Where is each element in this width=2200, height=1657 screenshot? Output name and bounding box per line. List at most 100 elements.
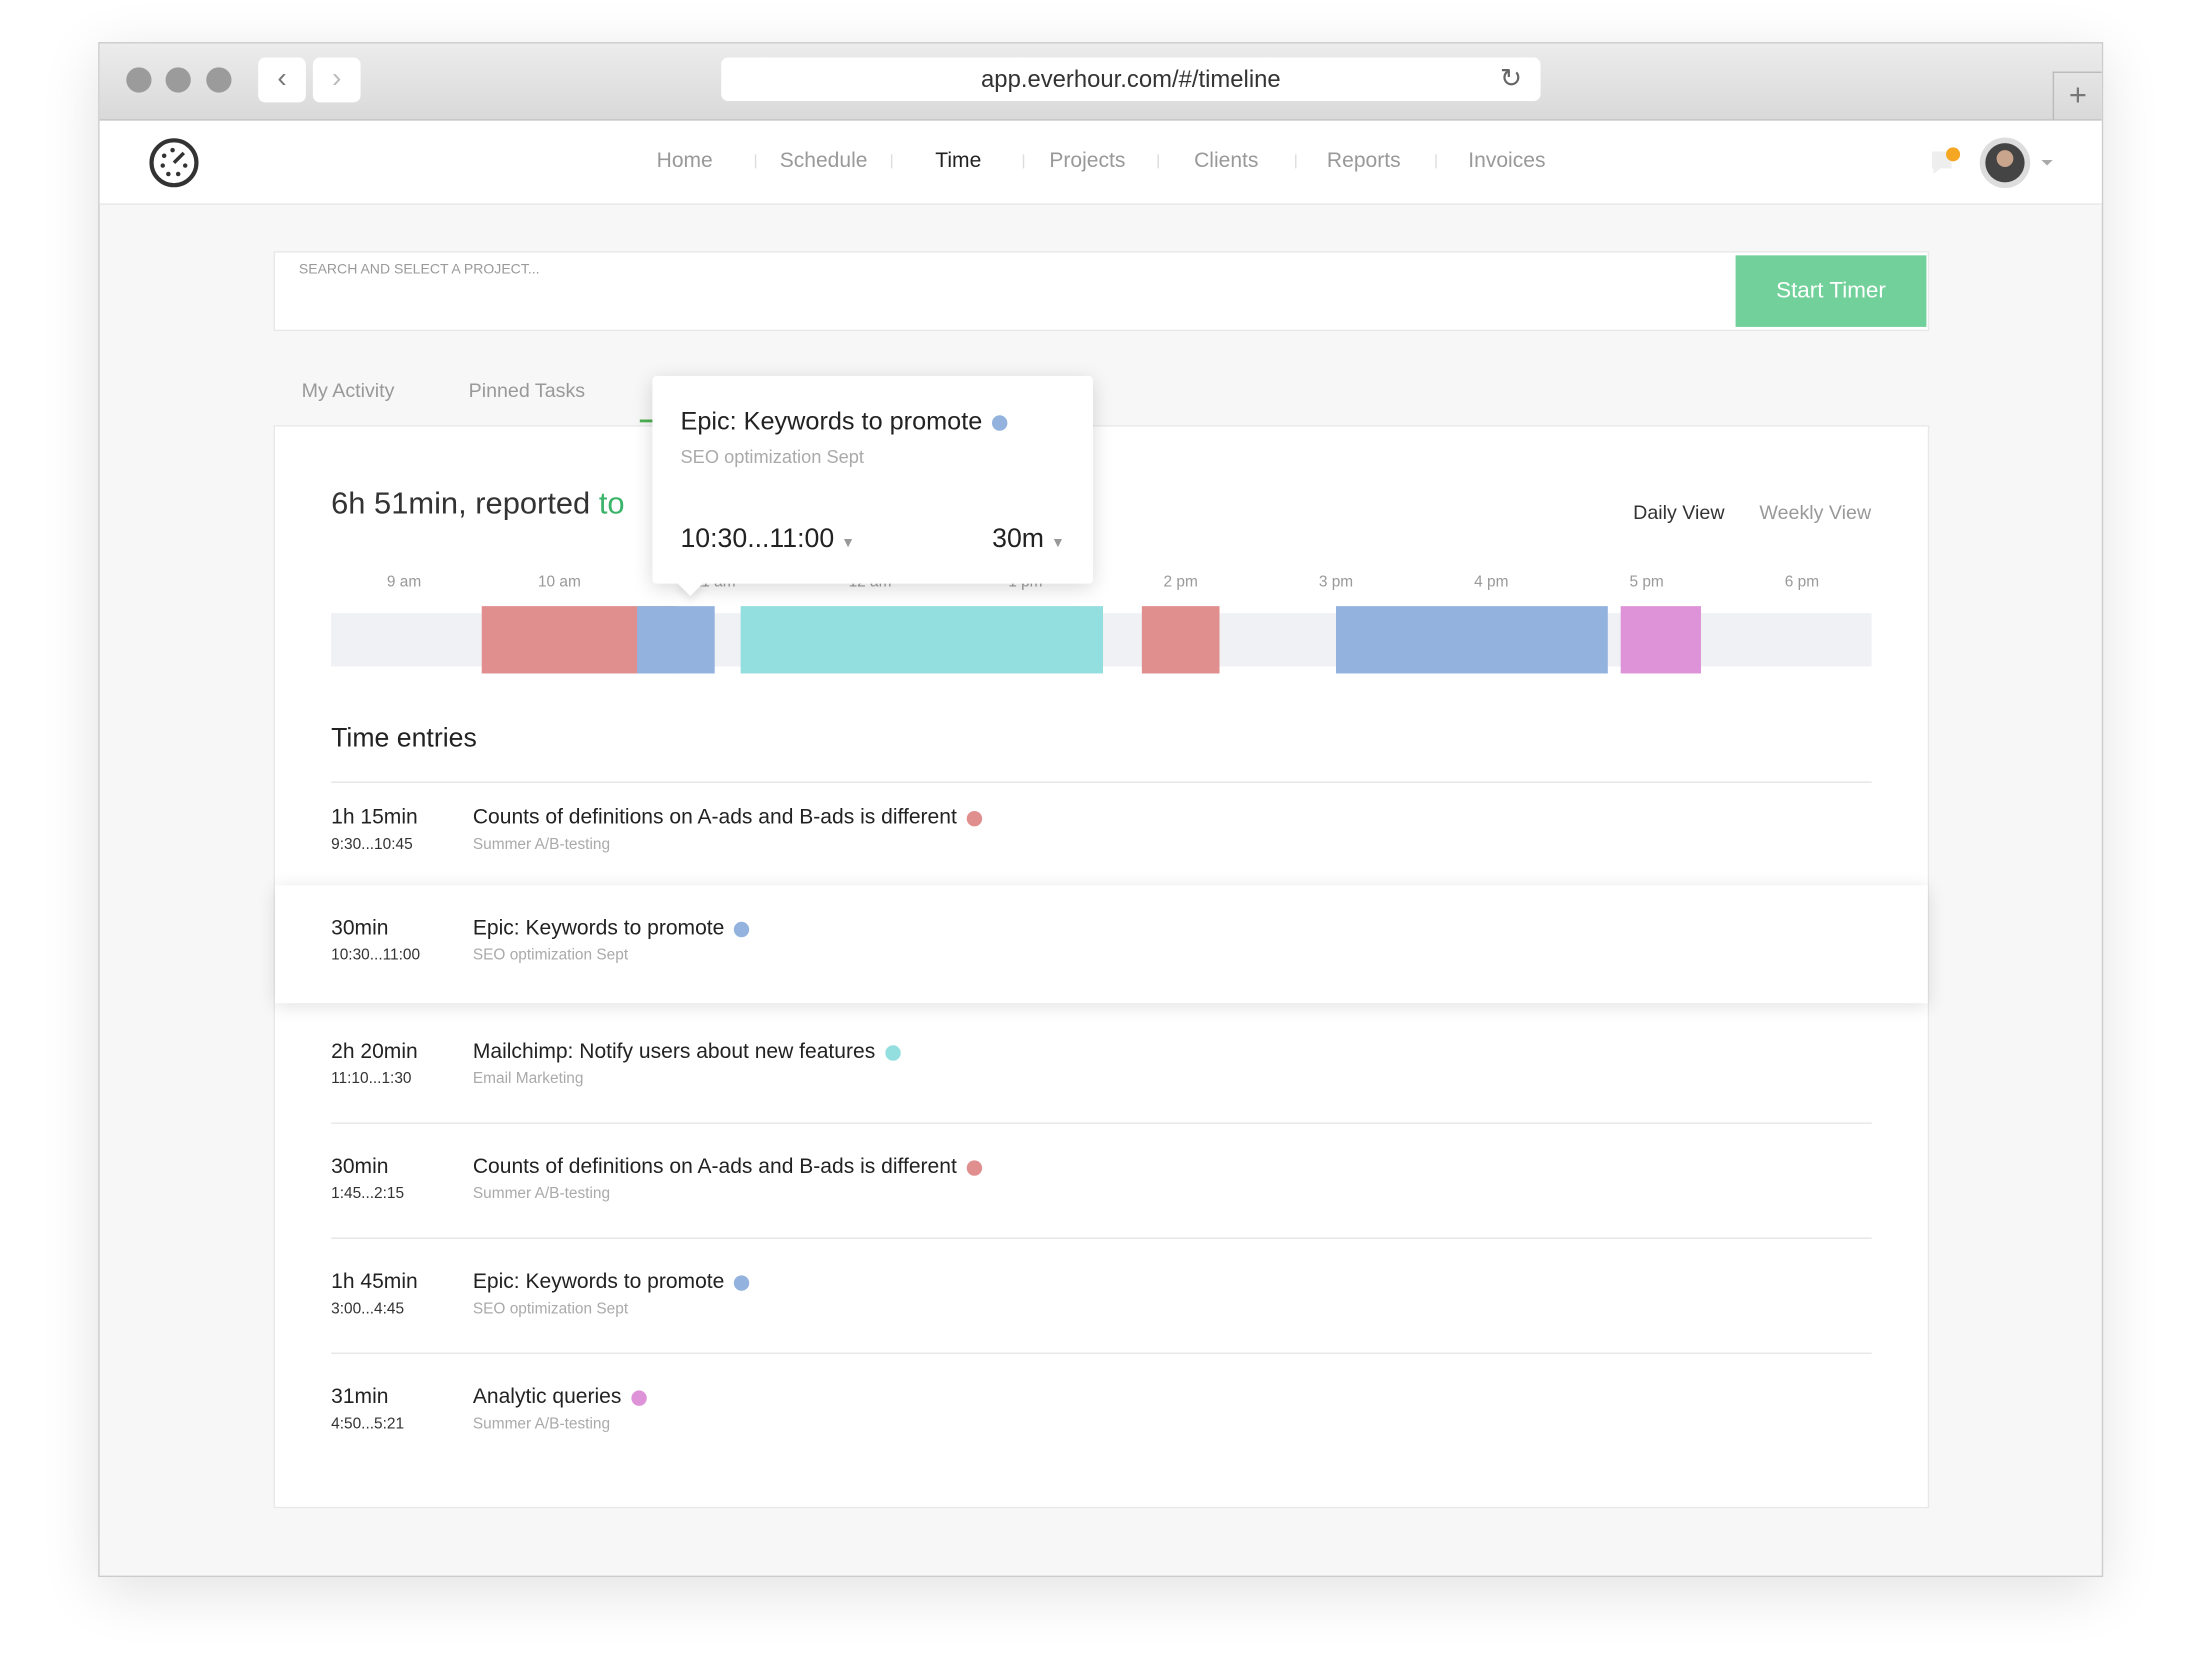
- entry-duration: 31min: [331, 1384, 389, 1409]
- forward-button[interactable]: ›: [312, 57, 361, 103]
- hour-label: 2 pm: [1164, 573, 1198, 590]
- back-button[interactable]: ‹: [258, 57, 306, 103]
- hour-label: 9 am: [387, 573, 421, 590]
- time-entry[interactable]: 31min 4:50...5:21 Analytic queries Summer A…: [275, 1354, 1928, 1469]
- weekly-view[interactable]: Weekly View: [1759, 500, 1872, 524]
- summary-text: 6h 51min, reported: [331, 485, 591, 521]
- entry-time: 4:50...5:21: [331, 1415, 405, 1433]
- entry-title-text: Epic: Keywords to promote: [472, 916, 725, 941]
- time-range-select[interactable]: 10:30...11:00 ▼: [680, 524, 856, 555]
- search-box[interactable]: SEARCH AND SELECT A PROJECT... Start Tim…: [273, 251, 1930, 332]
- new-tab-button[interactable]: +: [2052, 71, 2102, 121]
- nav-item[interactable]: Projects: [1049, 148, 1126, 173]
- minimize-button[interactable]: [165, 67, 191, 93]
- entry-title: Epic: Keywords to promote: [473, 916, 750, 940]
- entry-project: Summer A/B-testing: [472, 1185, 611, 1203]
- divider: [331, 1352, 1872, 1354]
- nav-separator: [754, 154, 756, 169]
- popover-time: 10:30...11:00: [680, 524, 835, 555]
- entry-title: Counts of definitions on A-ads and B-ads…: [472, 805, 983, 830]
- tab[interactable]: My Activity: [301, 378, 395, 402]
- time-entry[interactable]: 1h 15min 9:30...10:45 Counts of definition…: [275, 774, 1928, 889]
- tab[interactable]: Pinned Tasks: [468, 378, 586, 402]
- entry-title-text: Mailchimp: Notify users about new featur…: [472, 1039, 876, 1064]
- zoom-button[interactable]: [206, 67, 232, 93]
- entry-title-text: Counts of definitions on A-ads and B-ads…: [472, 805, 957, 830]
- duration-select[interactable]: 30m ▼: [992, 524, 1065, 555]
- entry-time: 11:10...1:30: [331, 1070, 412, 1088]
- entry-time: 9:30...10:45: [331, 836, 413, 854]
- nav-separator: [1156, 154, 1159, 169]
- project-dot: [734, 921, 750, 937]
- project-dot: [885, 1044, 901, 1061]
- time-block[interactable]: [1141, 606, 1220, 674]
- address-bar[interactable]: app.everhour.com/#/timeline: [721, 57, 1541, 102]
- browser-window: ‹ › app.everhour.com/#/timeline ↻ + Home…: [98, 42, 2104, 1578]
- nav-item[interactable]: Clients: [1194, 148, 1259, 173]
- entry-time: 10:30...11:00: [331, 947, 421, 964]
- entry-title-text: Counts of definitions on A-ads and B-ads…: [472, 1154, 957, 1179]
- hour-label: 5 pm: [1629, 573, 1663, 590]
- nav-item[interactable]: Schedule: [779, 148, 868, 173]
- popover-project: SEO optimization Sept: [680, 446, 864, 468]
- search-placeholder: SEARCH AND SELECT A PROJECT...: [298, 262, 540, 278]
- time-block[interactable]: [740, 606, 1104, 674]
- entry-project: Summer A/B-testing: [472, 836, 611, 854]
- nav-separator: [890, 154, 893, 169]
- time-entry[interactable]: 1h 45min 3:00...4:45 Epic: Keywords to pro…: [275, 1239, 1928, 1354]
- url: app.everhour.com/#/timeline: [981, 65, 1281, 93]
- time-entry[interactable]: 30min 1:45...2:15 Counts of definitions on…: [275, 1124, 1928, 1239]
- entry-popover: Epic: Keywords to promote SEO optimizati…: [652, 376, 1093, 597]
- popover-title: Epic: Keywords to promote: [680, 406, 1008, 436]
- project-dot: [966, 810, 983, 826]
- entry-project: SEO optimization Sept: [472, 947, 629, 964]
- time-entry[interactable]: 2h 20min 11:10...1:30 Mailchimp: Notify us…: [275, 1009, 1928, 1124]
- nav-item[interactable]: Reports: [1326, 148, 1401, 173]
- popover-title-text: Epic: Keywords to promote: [680, 406, 983, 435]
- reload-button[interactable]: ↻: [1499, 64, 1523, 95]
- hour-label: 10 am: [538, 573, 581, 590]
- entry-title: Mailchimp: Notify users about new featur…: [473, 1040, 901, 1064]
- hour-label: 6 pm: [1785, 573, 1819, 590]
- time-entry[interactable]: 30min 10:30...11:00 Epic: Keywords to prom…: [274, 885, 1928, 1004]
- project-dot: [966, 1159, 983, 1176]
- project-dot: [992, 414, 1008, 431]
- project-dot: [631, 1389, 647, 1406]
- hour-label: 3 pm: [1319, 573, 1353, 590]
- entry-duration: 1h 15min: [331, 805, 418, 830]
- summary-link[interactable]: to: [598, 485, 625, 521]
- time-block[interactable]: [1335, 606, 1608, 674]
- notifications[interactable]: [1926, 143, 1962, 179]
- nav-item[interactable]: Time: [935, 148, 982, 173]
- time-block[interactable]: [637, 606, 715, 674]
- daily-view[interactable]: Daily View: [1633, 500, 1725, 524]
- entry-title-text: Analytic queries: [472, 1384, 622, 1409]
- entry-project: Summer A/B-testing: [472, 1415, 611, 1433]
- entry-title: Epic: Keywords to promote: [473, 1270, 750, 1294]
- user-menu[interactable]: [1978, 136, 2062, 189]
- nav-separator: [1295, 154, 1297, 169]
- time-block[interactable]: [1620, 606, 1701, 674]
- entries-title: Time entries: [331, 723, 477, 754]
- close-button[interactable]: [126, 67, 152, 93]
- project-dot: [734, 1274, 750, 1291]
- popover-duration: 30m: [992, 524, 1045, 555]
- start-timer-button[interactable]: Start Timer: [1735, 255, 1927, 327]
- entry-duration: 2h 20min: [331, 1039, 418, 1064]
- browser-toolbar: ‹ › app.everhour.com/#/timeline ↻ +: [99, 43, 2102, 121]
- summary: 6h 51min, reported to: [331, 485, 624, 521]
- entry-duration: 1h 45min: [331, 1269, 418, 1294]
- hour-label: 4 pm: [1474, 573, 1508, 590]
- divider: [331, 1122, 1872, 1124]
- entry-project: Email Marketing: [472, 1070, 584, 1088]
- entry-title: Counts of definitions on A-ads and B-ads…: [472, 1154, 983, 1179]
- entry-project: SEO optimization Sept: [472, 1300, 629, 1318]
- divider: [331, 1237, 1872, 1239]
- logo[interactable]: [147, 136, 200, 189]
- app-navbar: Home Schedule Time Projects Clients Reports In…: [99, 120, 2102, 205]
- nav-item[interactable]: Invoices: [1468, 148, 1546, 173]
- entry-title: Analytic queries: [473, 1385, 647, 1409]
- nav-item[interactable]: Home: [656, 148, 713, 173]
